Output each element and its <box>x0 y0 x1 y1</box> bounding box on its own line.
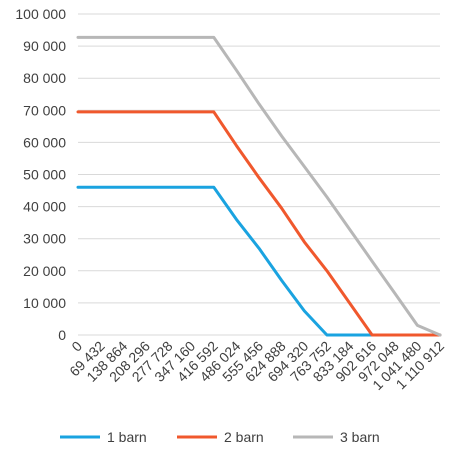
y-tick-label: 80 000 <box>23 70 66 86</box>
series-line-2 <box>76 110 442 337</box>
y-tick-label: 0 <box>58 327 66 343</box>
y-tick-label: 20 000 <box>23 263 66 279</box>
y-tick-label: 90 000 <box>23 38 66 54</box>
legend-label-3: 3 barn <box>340 429 380 445</box>
y-tick-label: 70 000 <box>23 102 66 118</box>
y-tick-label: 100 000 <box>15 6 66 22</box>
y-tick-label: 60 000 <box>23 134 66 150</box>
series-line-1 <box>76 185 442 337</box>
y-tick-label: 40 000 <box>23 199 66 215</box>
series-line-3 <box>76 35 442 337</box>
y-tick-label: 10 000 <box>23 295 66 311</box>
legend-label-1: 1 barn <box>107 429 147 445</box>
y-tick-label: 30 000 <box>23 231 66 247</box>
legend-label-2: 2 barn <box>224 429 264 445</box>
y-tick-label: 50 000 <box>23 167 66 183</box>
